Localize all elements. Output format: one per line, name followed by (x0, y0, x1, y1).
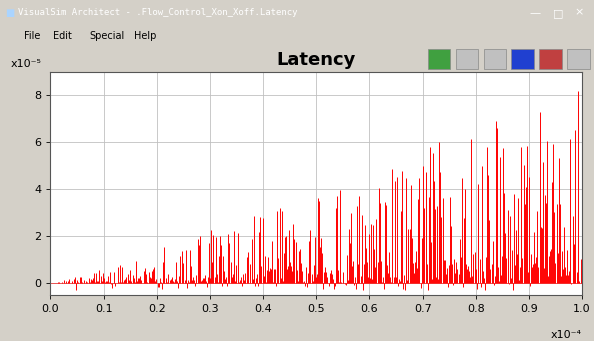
Bar (428, 49, 450, 69)
Bar (456, 49, 478, 69)
Text: Help: Help (134, 31, 156, 41)
Text: Special: Special (89, 31, 124, 41)
Bar (484, 49, 506, 69)
Text: VisualSim Architect - .Flow_Control_Xon_Xoff.Latency: VisualSim Architect - .Flow_Control_Xon_… (18, 8, 298, 17)
Bar (511, 49, 534, 69)
Title: Latency: Latency (277, 51, 356, 69)
Text: File: File (24, 31, 40, 41)
Text: x10⁻⁵: x10⁻⁵ (11, 59, 42, 69)
Text: —: — (529, 8, 540, 18)
Bar (539, 49, 562, 69)
Text: □: □ (553, 8, 564, 18)
Text: ■: ■ (5, 8, 14, 18)
Text: Edit: Edit (53, 31, 72, 41)
Text: ×: × (574, 8, 584, 18)
Bar (567, 49, 590, 69)
Text: x10⁻⁴: x10⁻⁴ (551, 330, 582, 340)
